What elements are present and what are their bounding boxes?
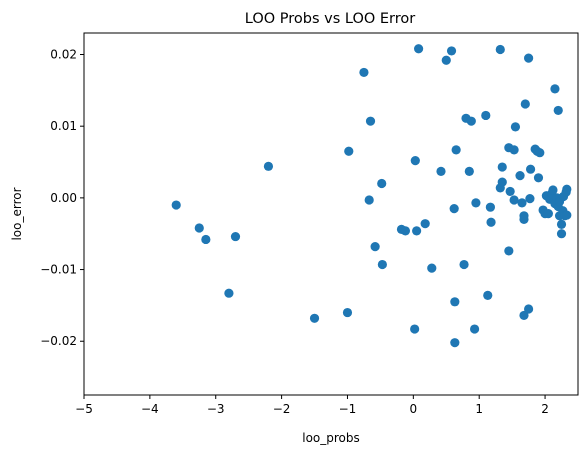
data-point — [505, 186, 515, 197]
data-point — [524, 53, 534, 63]
data-point — [535, 148, 545, 158]
y-tick-label: 0.00 — [50, 191, 77, 205]
data-point — [471, 198, 481, 208]
data-point — [495, 44, 505, 55]
data-point — [364, 195, 374, 205]
chart-title: LOO Probs vs LOO Error — [245, 11, 415, 27]
data-point — [483, 290, 493, 300]
data-point — [485, 202, 495, 212]
data-point — [510, 122, 521, 132]
data-point — [520, 99, 530, 109]
data-point — [497, 177, 507, 187]
data-point — [263, 161, 274, 171]
data-point — [450, 297, 460, 307]
data-point — [481, 110, 491, 121]
data-point — [436, 166, 446, 176]
data-point — [359, 67, 369, 78]
data-point — [515, 171, 525, 181]
data-point — [450, 338, 460, 348]
data-point — [556, 219, 567, 229]
data-point — [171, 200, 181, 210]
data-point — [194, 223, 204, 233]
y-axis-ticks: −0.02 −0.01 0.00 0.01 0.02 — [40, 48, 84, 348]
data-point — [517, 198, 527, 208]
data-point — [224, 288, 234, 298]
x-tick-label: 1 — [475, 402, 483, 416]
y-axis-label: loo_error — [10, 187, 24, 240]
data-point — [410, 324, 420, 334]
data-point — [365, 116, 376, 126]
data-point — [548, 185, 558, 195]
data-point — [446, 46, 457, 56]
data-point — [504, 246, 514, 256]
data-point — [420, 219, 430, 229]
data-point — [519, 310, 529, 321]
data-point — [469, 324, 480, 334]
data-point — [459, 259, 469, 270]
data-point — [400, 226, 411, 236]
data-point — [509, 145, 519, 155]
data-point — [519, 214, 529, 224]
x-tick-label: −2 — [273, 402, 291, 416]
points-layer — [171, 44, 572, 348]
data-point — [524, 304, 534, 314]
data-point — [525, 193, 535, 204]
data-point — [377, 259, 387, 270]
data-point — [201, 234, 211, 245]
data-point — [377, 178, 387, 189]
data-point — [230, 231, 241, 242]
x-tick-label: 2 — [541, 402, 549, 416]
data-point — [412, 226, 422, 236]
data-point — [449, 204, 459, 214]
data-point — [550, 84, 560, 94]
data-point — [553, 105, 563, 116]
data-point — [543, 209, 553, 219]
data-point — [441, 55, 451, 65]
data-point — [562, 210, 572, 220]
data-point — [486, 217, 496, 227]
x-tick-label: −3 — [207, 402, 225, 416]
data-point — [370, 242, 380, 252]
data-point — [309, 313, 320, 323]
plot-area — [84, 33, 578, 395]
x-tick-label: −5 — [75, 402, 93, 416]
x-axis-ticks: −5 −4 −3 −2 −1 0 1 2 — [75, 395, 549, 416]
x-tick-label: −1 — [339, 402, 357, 416]
y-tick-label: −0.01 — [40, 263, 77, 277]
data-point — [533, 173, 544, 183]
data-point — [427, 263, 437, 273]
data-point — [342, 307, 353, 318]
data-point — [556, 229, 567, 239]
data-point — [509, 195, 519, 205]
x-axis-label: loo_probs — [302, 431, 360, 445]
y-tick-label: 0.02 — [50, 48, 77, 62]
data-point — [525, 164, 536, 174]
plot-frame — [83, 32, 579, 396]
x-tick-label: −4 — [141, 402, 159, 416]
y-tick-label: 0.01 — [50, 119, 77, 133]
y-tick-label: −0.02 — [40, 334, 77, 348]
data-point — [464, 166, 474, 176]
data-point — [344, 146, 354, 156]
data-point — [410, 156, 420, 166]
data-point — [451, 145, 461, 155]
data-point — [497, 162, 507, 172]
x-tick-label: 0 — [410, 402, 418, 416]
data-point — [562, 184, 572, 194]
data-point — [414, 44, 424, 54]
data-point — [466, 116, 476, 126]
